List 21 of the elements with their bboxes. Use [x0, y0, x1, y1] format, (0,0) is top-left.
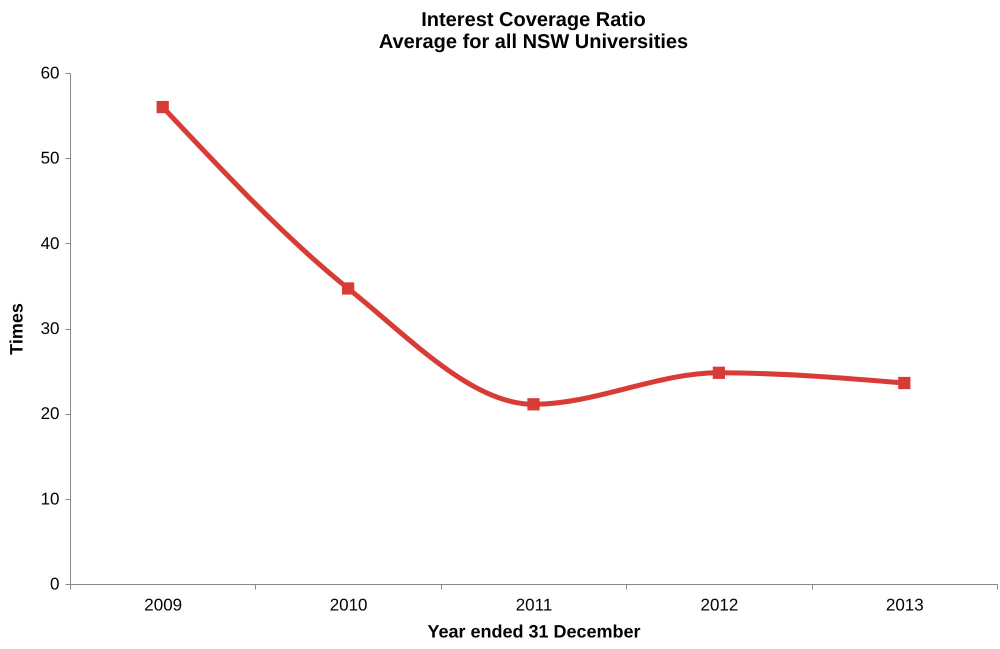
- y-tick-label: 0: [50, 574, 60, 594]
- point: [342, 282, 354, 295]
- y-tick-label: 30: [40, 319, 60, 338]
- x-tick-label: 2011: [516, 596, 552, 614]
- y-tick-label: 10: [40, 489, 60, 508]
- x-axis-title: Year ended 31 December: [427, 622, 641, 642]
- y-tick-label: 60: [40, 64, 60, 82]
- y-tick-label: 20: [40, 404, 60, 424]
- y-axis-title: Times: [6, 303, 27, 355]
- chart-title: Interest Coverage Ratio: [421, 9, 646, 31]
- y-tick-label: 40: [40, 234, 60, 253]
- x-tick-label: 2010: [330, 596, 368, 614]
- point: [156, 100, 169, 114]
- x-tick-label: 2012: [700, 596, 738, 614]
- y-tick-label: 50: [40, 148, 60, 168]
- point: [527, 398, 540, 410]
- point: [712, 366, 726, 379]
- chart-subtitle: Average for all NSW Universities: [378, 31, 688, 53]
- x-tick-label: 2009: [144, 596, 182, 614]
- point: [898, 376, 910, 390]
- x-tick-label: 2013: [886, 596, 924, 614]
